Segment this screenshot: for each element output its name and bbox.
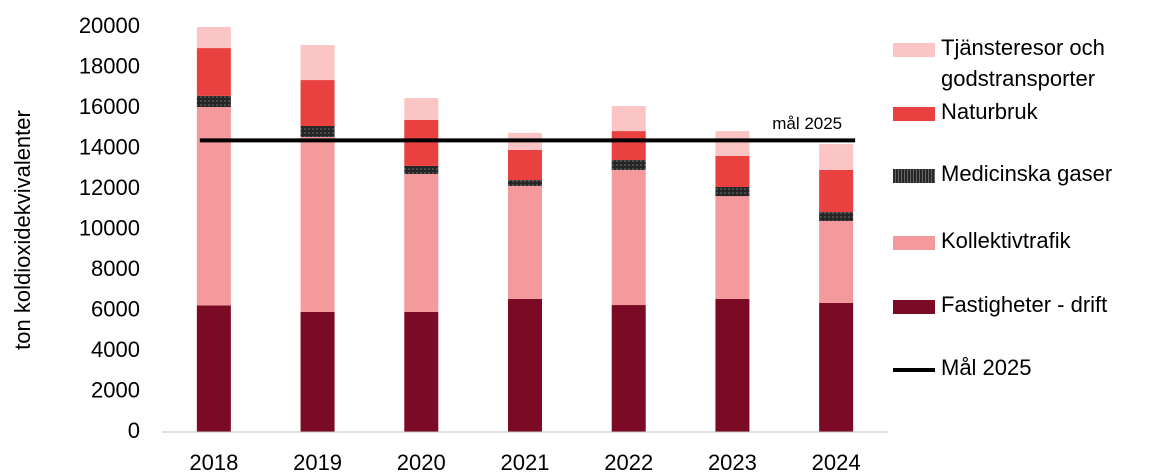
legend-label: Naturbruk bbox=[941, 99, 1038, 124]
legend-item: Kollektivtrafik bbox=[893, 228, 1161, 256]
bar-segment bbox=[196, 27, 231, 49]
legend-label: Tjänsteresor och godstransporter bbox=[941, 35, 1105, 91]
bar-segment bbox=[715, 186, 750, 197]
bar-segment bbox=[404, 311, 439, 432]
bar-segment bbox=[611, 160, 646, 170]
legend-swatch bbox=[893, 107, 935, 121]
legend-swatch bbox=[893, 43, 935, 57]
legend-item: Fastigheter - drift bbox=[893, 292, 1161, 320]
x-tick-label: 2024 bbox=[812, 450, 861, 475]
bar-segment bbox=[508, 149, 542, 181]
bar-segment bbox=[508, 298, 542, 432]
y-tick-label: 12000 bbox=[79, 175, 140, 200]
bar-segment bbox=[611, 305, 646, 432]
bar-segment bbox=[819, 212, 854, 221]
bar-segment bbox=[404, 98, 439, 120]
x-tick-label: 2020 bbox=[397, 450, 446, 475]
legend-swatch bbox=[893, 236, 935, 250]
y-tick-label: 14000 bbox=[79, 134, 140, 159]
bar-segment bbox=[611, 169, 646, 306]
bar-segment bbox=[196, 305, 231, 432]
bar-segment bbox=[715, 155, 750, 187]
y-tick-label: 18000 bbox=[79, 53, 140, 78]
x-tick-label: 2019 bbox=[293, 450, 342, 475]
legend-label: Fastigheter - drift bbox=[941, 292, 1108, 317]
legend-swatch bbox=[893, 300, 935, 314]
bar-segment bbox=[715, 131, 750, 156]
bar-segment bbox=[819, 169, 854, 213]
bar-segment bbox=[715, 298, 750, 432]
bar-segment bbox=[300, 126, 335, 137]
y-tick-label: 20000 bbox=[79, 13, 140, 38]
target-annotation: mål 2025 bbox=[772, 114, 842, 133]
bar-segment bbox=[300, 311, 335, 432]
y-tick-label: 6000 bbox=[91, 296, 140, 321]
x-tick-label: 2023 bbox=[708, 450, 757, 475]
x-tick-label: 2018 bbox=[189, 450, 238, 475]
y-tick-label: 8000 bbox=[91, 256, 140, 281]
y-tick-label: 0 bbox=[128, 418, 140, 443]
bar-segment bbox=[404, 174, 439, 312]
bar-segment bbox=[715, 196, 750, 299]
bar-segment bbox=[300, 80, 335, 127]
bar-segment bbox=[819, 303, 854, 432]
x-tick-label: 2021 bbox=[501, 450, 550, 475]
bar-segment bbox=[819, 220, 854, 304]
legend-label: Mål 2025 bbox=[941, 355, 1032, 380]
legend-label: Kollektivtrafik bbox=[941, 228, 1071, 253]
legend-item: Mål 2025 bbox=[893, 355, 1161, 383]
bar-segment bbox=[404, 119, 439, 166]
legend-swatch bbox=[893, 368, 935, 372]
y-tick-label: 2000 bbox=[91, 377, 140, 402]
bar-segment bbox=[611, 105, 646, 132]
y-axis-label: ton koldioxidekvivalenter bbox=[10, 110, 35, 350]
legend-swatch bbox=[893, 169, 935, 183]
legend-item: Naturbruk bbox=[893, 99, 1161, 127]
y-tick-label: 16000 bbox=[79, 94, 140, 119]
y-tick-label: 4000 bbox=[91, 337, 140, 362]
bar-segment bbox=[300, 45, 335, 81]
bar-segment bbox=[300, 136, 335, 312]
bar-segment bbox=[611, 131, 646, 161]
bar-segment bbox=[819, 144, 854, 170]
legend-item: Medicinska gaser bbox=[893, 161, 1161, 189]
bar-segment bbox=[196, 95, 231, 107]
bar-segment bbox=[404, 165, 439, 175]
legend-item: Tjänsteresor och godstransporter bbox=[893, 35, 1161, 94]
x-tick-label: 2022 bbox=[604, 450, 653, 475]
bar-segment bbox=[196, 48, 231, 96]
bar-segment bbox=[508, 180, 542, 186]
bar-segment bbox=[508, 185, 542, 299]
legend-label: Medicinska gaser bbox=[941, 161, 1113, 186]
bar-segment bbox=[196, 106, 231, 306]
y-tick-label: 10000 bbox=[79, 215, 140, 240]
